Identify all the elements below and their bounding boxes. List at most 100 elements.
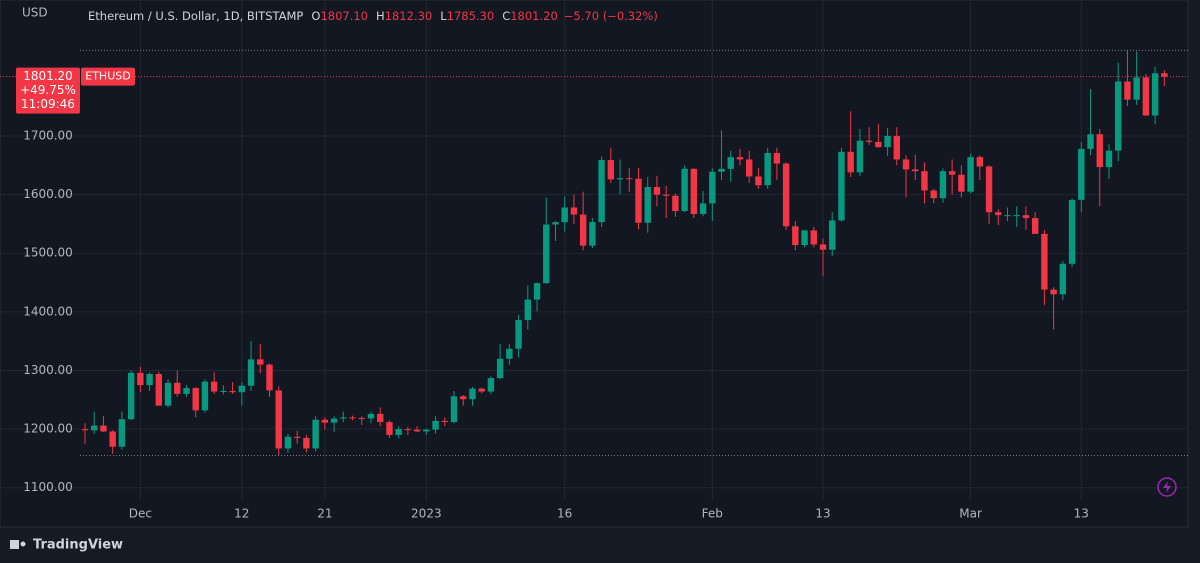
candle-body: [91, 425, 98, 431]
candle-body: [819, 244, 827, 250]
candle-body: [1151, 73, 1159, 116]
symbol-title: Ethereum / U.S. Dollar, 1D, BITSTAMP: [88, 9, 303, 23]
candle-body: [386, 422, 393, 435]
x-tick-label: 13: [815, 507, 830, 521]
alert-bolt: [1163, 481, 1171, 493]
y-tick-label: 1200.00: [23, 422, 73, 436]
candle-body: [746, 159, 753, 177]
candle-body: [349, 417, 356, 419]
candle-body: [995, 212, 1002, 216]
candle-body: [220, 391, 227, 392]
candle-body: [210, 381, 218, 392]
y-tick-label: 1600.00: [23, 187, 73, 201]
candle-body: [893, 136, 900, 160]
candle-body: [921, 171, 928, 191]
candle-body: [838, 151, 845, 221]
candle-body: [755, 176, 762, 186]
candle-body: [635, 178, 642, 223]
candle-body: [1096, 134, 1103, 168]
candle-body: [930, 190, 937, 199]
candle-body: [460, 396, 467, 400]
candle-body: [478, 388, 485, 392]
candle-body: [275, 390, 282, 449]
y-tick-label: 1400.00: [23, 304, 73, 318]
candle-body: [792, 226, 799, 246]
alert-icon[interactable]: [1157, 477, 1177, 497]
ohlc-value: 1812.30: [385, 9, 433, 23]
x-tick-label: Feb: [702, 507, 723, 521]
candle-body: [865, 140, 873, 142]
candle-body: [985, 166, 993, 213]
brand: TradingView: [33, 538, 123, 553]
candle-body: [579, 214, 587, 246]
ticker-tag: ETHUSD: [85, 70, 130, 83]
candle-body: [1133, 77, 1140, 100]
candle-body: [1078, 148, 1085, 200]
unit-label: USD: [22, 6, 48, 20]
y-tick-label: 1700.00: [23, 129, 73, 143]
candle-body: [948, 171, 956, 175]
candle-body: [570, 207, 578, 215]
candle-body: [312, 419, 319, 449]
candle-body: [404, 429, 412, 431]
ohlc-key: O: [311, 9, 320, 23]
candle-body: [727, 157, 734, 169]
countdown-tag: 11:09:46: [21, 97, 75, 111]
candle-body: [330, 418, 338, 423]
candle-body: [413, 429, 421, 432]
candle-body: [764, 153, 771, 186]
price-tag-box: [16, 67, 80, 114]
candle-body: [810, 230, 817, 245]
candle-body: [450, 396, 458, 423]
candle-body: [616, 178, 624, 180]
candle-body: [496, 358, 504, 379]
y-tick-label: 1300.00: [23, 363, 73, 377]
ohlc-key: C: [502, 9, 510, 23]
candle-body: [672, 195, 679, 212]
header-text: Ethereum / U.S. Dollar, 1D, BITSTAMP O180…: [88, 9, 658, 23]
candle-body: [773, 153, 781, 164]
candle-body: [183, 388, 190, 394]
candle-body: [192, 388, 199, 411]
candle-body: [321, 419, 329, 423]
candle-body: [100, 425, 107, 432]
candle-body: [801, 230, 808, 246]
ohlc-key: H: [376, 9, 385, 23]
candle-body: [1004, 215, 1011, 217]
candle-body: [81, 429, 89, 431]
candle-body: [303, 437, 310, 449]
candle-body: [939, 171, 947, 199]
candle-body: [1105, 150, 1113, 168]
candle-body: [340, 417, 347, 419]
candle-body: [201, 381, 209, 411]
candle-body: [358, 417, 365, 419]
candle-body: [856, 140, 864, 173]
plot-area: [0, 0, 1189, 528]
candle-body: [1161, 73, 1168, 77]
candle-body: [681, 168, 688, 212]
candle-body: [644, 187, 651, 223]
candle-body: [506, 348, 513, 359]
candle-body: [1041, 233, 1048, 290]
candle-body: [1115, 81, 1122, 151]
candle-body: [1050, 289, 1057, 295]
candle-body: [958, 174, 965, 192]
candle-body: [709, 171, 716, 204]
candle-body: [976, 157, 984, 167]
candle-body: [1059, 263, 1067, 295]
candle-body: [487, 378, 495, 392]
ohlc-value: 1807.10: [320, 9, 368, 23]
candle-body: [967, 157, 974, 192]
candle-body: [736, 157, 744, 160]
candle-body: [543, 224, 550, 284]
candle-body: [552, 222, 559, 225]
x-tick-label: Dec: [129, 507, 152, 521]
candle-body: [137, 372, 144, 386]
candle-body: [377, 413, 384, 423]
candle-body: [1013, 215, 1020, 217]
candle-body: [1068, 199, 1076, 264]
x-tick-label: 12: [234, 507, 249, 521]
x-tick-label: 2023: [411, 507, 442, 521]
